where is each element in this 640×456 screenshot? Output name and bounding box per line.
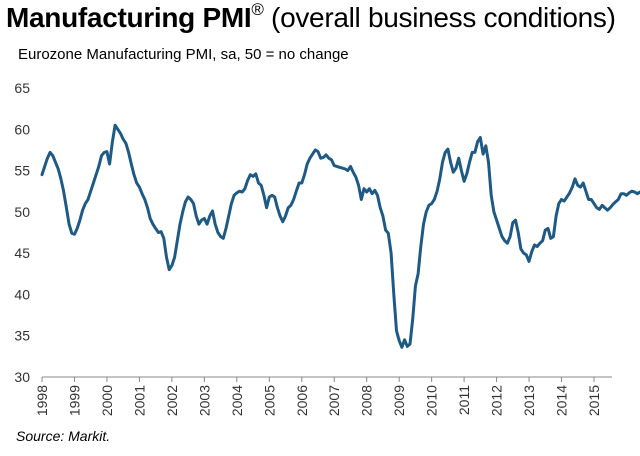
x-tick-label: 2002: [164, 385, 180, 416]
x-tick-label: 2012: [489, 385, 505, 416]
series-line-0: [40, 123, 640, 349]
y-tick-label: 30: [14, 369, 30, 385]
x-tick-label: 2000: [99, 385, 115, 416]
chart-title-main: Manufacturing PMI: [6, 2, 252, 33]
x-tick-label: 2008: [359, 385, 375, 416]
y-tick-label: 65: [14, 80, 30, 96]
x-tick-label: 2004: [229, 385, 245, 416]
chart-subtitle: Eurozone Manufacturing PMI, sa, 50 = no …: [18, 46, 349, 63]
x-tick-label: 2007: [326, 385, 342, 416]
source-note: Source: Markit.: [16, 428, 111, 444]
y-tick-label: 45: [14, 245, 30, 261]
x-axis-ticks: 1998 1999 2000 2001 2002 2003 2004 2005 2006 2007…: [34, 377, 602, 416]
x-tick-label: 1999: [66, 385, 82, 416]
x-tick-label: 2003: [196, 385, 212, 416]
y-tick-label: 35: [14, 328, 30, 344]
x-tick-label: 2014: [554, 385, 570, 416]
x-tick-label: 2001: [131, 385, 147, 416]
x-tick-label: 2010: [424, 385, 440, 416]
y-axis-ticks: 30 35 40 45 50 55 60 65: [14, 80, 30, 385]
x-tick-label: 2009: [391, 385, 407, 416]
x-tick-label: 2006: [294, 385, 310, 416]
series-lines: [40, 123, 640, 349]
x-tick-label: 2015: [586, 385, 602, 416]
y-tick-label: 60: [14, 121, 30, 137]
x-tick-label: 2013: [521, 385, 537, 416]
x-tick-label: 1998: [34, 385, 50, 416]
y-tick-label: 50: [14, 204, 30, 220]
chart-title-suffix: (overall business conditions): [263, 2, 616, 33]
x-tick-label: 2011: [456, 385, 472, 415]
chart-title: Manufacturing PMI® (overall business con…: [6, 0, 616, 34]
y-tick-label: 55: [14, 163, 30, 179]
registered-mark: ®: [251, 0, 264, 19]
y-tick-label: 40: [14, 286, 30, 302]
x-tick-label: 2005: [261, 385, 277, 416]
